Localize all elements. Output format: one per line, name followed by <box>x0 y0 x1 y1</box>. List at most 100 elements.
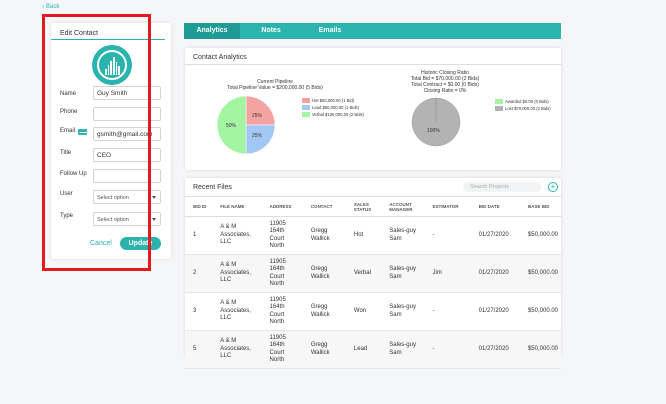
back-label: Back <box>46 4 60 10</box>
col-account-manager[interactable]: ACCOUNT MANAGER <box>381 196 425 217</box>
col-bid-id[interactable]: BID ID <box>185 196 213 217</box>
pie-label-verbal: 50% <box>226 123 237 129</box>
cell-file-name: A & M Associates, LLC <box>212 254 262 293</box>
cell-sales-status: Lead <box>345 330 382 369</box>
pipeline-chart-title: Current Pipeline Total Pipeline Value = … <box>221 79 329 91</box>
add-file-button[interactable]: + <box>548 182 558 192</box>
email-field[interactable]: gsmith@gmail.com <box>93 127 161 141</box>
contact-avatar-icon <box>92 45 132 85</box>
type-select-value: Select option <box>97 217 129 223</box>
cell-base-bid: $50,000.00 <box>519 330 561 369</box>
closing-title-line2: Total Bid = $70,000.00 (2 Bids) <box>410 76 480 82</box>
recent-files-title: Recent Files <box>193 184 232 191</box>
name-field[interactable]: Guy Smith <box>93 86 161 100</box>
cell-base-bid: $50,000.00 <box>519 216 561 255</box>
cell-file-name: A & M Associates, LLC <box>212 216 262 255</box>
recent-files-card: Recent Files Search Projects + BID ID FI… <box>185 178 561 369</box>
type-label: Type <box>60 213 74 219</box>
tab-analytics[interactable]: Analytics <box>184 23 240 39</box>
cell-account-manager: Sales-guy Sam <box>381 254 425 293</box>
closing-title-line4: Closing Ratio = 0% <box>423 88 467 94</box>
cell-address: 11905 164th Court North <box>261 292 303 331</box>
pie-slice-hot <box>245 95 276 126</box>
tab-notes[interactable]: Notes <box>261 27 281 34</box>
contact-analytics-card: Contact Analytics Current Pipeline Total… <box>185 48 561 170</box>
legend-label-hot: Hot $50,000.00 (1 Bid) <box>312 98 355 103</box>
pie-slice-lead <box>245 124 276 155</box>
pie-label-hot: 25% <box>252 113 263 119</box>
cancel-button[interactable]: Cancel <box>90 240 112 247</box>
closing-title-line1: Historic Closing Ratio <box>421 70 469 76</box>
swatch-verbal <box>302 112 310 117</box>
cell-address: 11905 164th Court North <box>261 330 303 369</box>
col-bid-date[interactable]: BID DATE <box>470 196 520 217</box>
pie-label-lead: 25% <box>252 133 263 139</box>
pie-label-lost: 100% <box>427 128 440 134</box>
cell-file-name: A & M Associates, LLC <box>212 292 262 331</box>
cell-bid-id: 3 <box>185 292 213 331</box>
mail-icon[interactable] <box>78 129 88 135</box>
cell-bid-id: 1 <box>185 216 213 255</box>
col-file-name[interactable]: FILE NAME <box>212 196 262 217</box>
title-label: Title <box>60 150 72 156</box>
swatch-awarded <box>495 99 503 104</box>
legend-label-awarded: Awarded $0.00 (0 Bids) <box>505 99 549 104</box>
col-sales-status[interactable]: SALES STATUS <box>345 196 382 217</box>
legend-item-lead: Lead $50,000.00 (1 Bids) <box>302 104 364 111</box>
pipeline-title-line2: Total Pipeline Value = $200,000.00 (5 Bi… <box>227 85 323 91</box>
col-contact[interactable]: CONTACT <box>302 196 346 217</box>
pie-slice-verbal <box>216 95 247 155</box>
legend-label-verbal: Verbal $100,000.00 (2 Bids) <box>312 112 364 117</box>
col-address[interactable]: ADDRESS <box>261 196 303 217</box>
cell-contact: Gregg Wallick <box>302 254 346 293</box>
cell-estimator: Jim <box>424 254 471 293</box>
cell-address: 11905 164th Court North <box>261 216 303 255</box>
files-table: BID ID FILE NAME ADDRESS CONTACT SALES S… <box>185 196 561 369</box>
legend-label-lead: Lead $50,000.00 (1 Bids) <box>312 105 360 110</box>
cell-address: 11905 164th Court North <box>261 254 303 293</box>
legend-item-hot: Hot $50,000.00 (1 Bid) <box>302 97 364 104</box>
tab-emails[interactable]: Emails <box>318 27 342 34</box>
col-estimator[interactable]: ESTIMATOR <box>424 196 471 217</box>
search-projects-input[interactable]: Search Projects <box>463 182 541 192</box>
cell-contact: Gregg Wallick <box>302 330 346 369</box>
closing-chart-title: Historic Closing Ratio Total Bid = $70,0… <box>395 70 495 94</box>
legend-label-lost: Lost $70,000.00 (2 Bids) <box>505 106 551 111</box>
pipeline-pie-chart: 25% 25% 50% <box>216 95 276 155</box>
edit-contact-title: Edit Contact <box>51 23 165 40</box>
closing-title-line3: Total Contract = $0.00 (0 Bids) <box>411 82 479 88</box>
name-label: Name <box>60 91 77 97</box>
swatch-lost <box>495 106 503 111</box>
chevron-down-icon <box>152 196 156 199</box>
title-field[interactable]: CEO <box>93 148 161 162</box>
cell-account-manager: Sales-guy Sam <box>381 292 425 331</box>
highlight-box <box>42 14 151 271</box>
cell-bid-date: 01/27/2020 <box>470 216 520 255</box>
cell-base-bid: $50,000.00 <box>519 292 561 331</box>
chevron-left-icon: ‹ <box>42 4 44 10</box>
legend-item-lost: Lost $70,000.00 (2 Bids) <box>495 105 551 112</box>
closing-pie-chart: 100% <box>411 97 461 147</box>
type-select[interactable]: Select option <box>93 212 161 226</box>
swatch-hot <box>302 98 310 103</box>
phone-field[interactable] <box>93 107 161 121</box>
cell-bid-id: 2 <box>185 254 213 293</box>
col-base-bid[interactable]: BASE BID <box>519 196 561 217</box>
followup-field[interactable] <box>93 169 161 183</box>
cell-account-manager: Sales-guy Sam <box>381 216 425 255</box>
user-select[interactable]: Select option <box>93 190 161 204</box>
cell-estimator: - <box>424 216 471 255</box>
cell-estimator: - <box>424 330 471 369</box>
cell-bid-date: 01/27/2020 <box>470 254 520 293</box>
legend-item-awarded: Awarded $0.00 (0 Bids) <box>495 98 551 105</box>
cell-base-bid: $50,000.00 <box>519 254 561 293</box>
back-link[interactable]: ‹ Back <box>42 4 59 10</box>
pipeline-title-line1: Current Pipeline <box>257 79 293 85</box>
tab-bar: Analytics Notes Emails <box>184 23 561 39</box>
user-label: User <box>60 191 73 197</box>
pipeline-legend: Hot $50,000.00 (1 Bid) Lead $50,000.00 (… <box>302 97 364 118</box>
